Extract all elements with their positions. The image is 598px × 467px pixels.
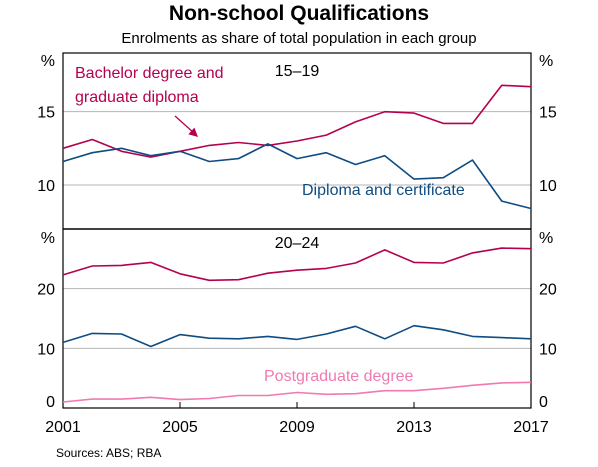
y-tick-label-left: 10 — [37, 341, 55, 358]
frame-layer — [62, 52, 532, 409]
unit-label-right: % — [539, 53, 553, 70]
x-tick-label: 2013 — [396, 419, 432, 436]
y-tick-label-left: 15 — [37, 105, 55, 122]
chart-subtitle: Enrolments as share of total population … — [121, 30, 477, 47]
series-label: graduate diploma — [75, 89, 199, 106]
annotation-arrow-head — [188, 127, 198, 137]
x-tick-label: 2001 — [45, 419, 81, 436]
unit-label-right: % — [539, 230, 553, 247]
y-tick-label-left: 0 — [46, 394, 55, 411]
unit-label-left: % — [41, 230, 55, 247]
series-layer — [62, 84, 532, 403]
chart-title: Non-school Qualifications — [168, 2, 430, 25]
series-line-bachelor — [62, 84, 532, 158]
series-label: Diploma and certificate — [302, 182, 465, 199]
series-line-bachelor — [62, 247, 532, 282]
gridlines-layer — [63, 111, 531, 349]
series-line-postgraduate — [62, 381, 532, 403]
x-tick-label: 2005 — [162, 419, 198, 436]
series-line-diploma — [62, 324, 532, 348]
series-label: Bachelor degree and — [75, 65, 224, 82]
unit-label-left: % — [41, 53, 55, 70]
y-tick-label-right: 10 — [539, 178, 557, 195]
y-tick-label-right: 20 — [539, 282, 557, 299]
y-tick-label-right: 15 — [539, 105, 557, 122]
x-tick-label: 2009 — [279, 419, 315, 436]
labels-layer: 10 10 15 15% % 15–19 Bachelor degree and gradua… — [37, 53, 557, 436]
series-label: Postgraduate degree — [264, 368, 414, 385]
x-tick-label: 2017 — [513, 419, 549, 436]
y-tick-label-left: 10 — [37, 178, 55, 195]
y-tick-label-right: 10 — [539, 341, 557, 358]
plot-frame — [62, 52, 532, 409]
annotation-arrow-line — [174, 115, 195, 134]
panel-title: 20–24 — [275, 235, 320, 252]
y-tick-label-right: 0 — [539, 394, 548, 411]
chart-source: Sources: ABS; RBA — [56, 446, 162, 460]
panel-title: 15–19 — [275, 63, 320, 80]
y-tick-label-left: 20 — [37, 282, 55, 299]
series-line-diploma — [62, 143, 532, 210]
